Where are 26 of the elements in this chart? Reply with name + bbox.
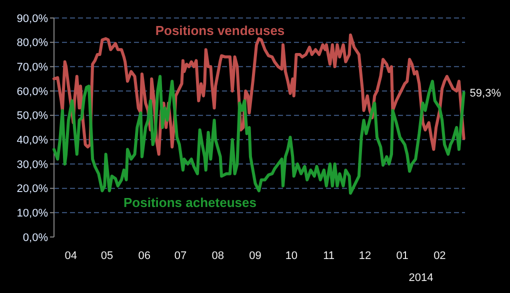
x-tick-label: 01: [396, 250, 408, 262]
y-tick-label: 70,0%: [16, 62, 48, 74]
y-tick-label: 40,0%: [16, 134, 48, 147]
y-tick-label: 30,0%: [16, 158, 48, 171]
x-tick-label: 08: [212, 250, 224, 262]
x-tick-label: 04: [64, 250, 77, 262]
y-tick-label: 50,0%: [16, 110, 48, 122]
x-axis-title: 2014: [408, 272, 434, 284]
x-tick-label: 12: [358, 250, 372, 262]
x-tick-label: 07: [174, 250, 187, 262]
annotation: 59,3%: [470, 88, 502, 100]
x-tick-label: 10: [285, 250, 298, 262]
y-tick-label: 20,0%: [16, 183, 48, 196]
y-tick-label: 10,0%: [16, 208, 48, 220]
series-label: Positions acheteuses: [124, 195, 256, 210]
x-tick-label: 02: [434, 250, 446, 262]
x-tick-label: 06: [138, 250, 151, 262]
y-tick-label: 80,0%: [16, 37, 48, 50]
x-tick-label: 11: [323, 250, 335, 262]
y-tick-label: 90,0%: [16, 12, 48, 25]
line-series: [52, 74, 466, 195]
y-tick-label: 60,0%: [16, 86, 48, 98]
y-tick-label: 0,0%: [22, 232, 48, 244]
series-label: Positions vendeuses: [155, 23, 285, 38]
x-tick-label: 05: [100, 250, 114, 262]
x-tick-label: 09: [249, 250, 262, 262]
